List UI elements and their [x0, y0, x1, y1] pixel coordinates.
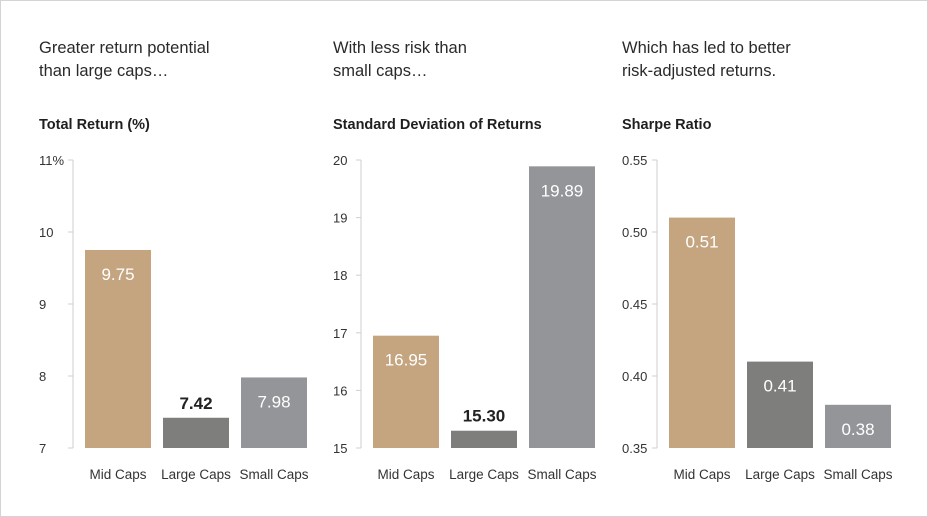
value-label-small-caps: 7.98 [257, 392, 290, 411]
value-label-mid-caps: 16.95 [385, 351, 428, 370]
y-tick-label: 0.35 [622, 441, 647, 456]
category-label-mid-caps: Mid Caps [89, 467, 146, 482]
y-tick-label: 11% [39, 153, 64, 168]
y-tick-label: 10 [39, 225, 53, 240]
chart-title: Standard Deviation of Returns [333, 117, 542, 133]
value-label-small-caps: 0.38 [841, 420, 874, 439]
standard-deviation-chart: 15 16 17 18 19 20 16.95 Mid Caps 15.30 Large Caps… [333, 153, 597, 482]
total-return-chart: 7 8 9 10 11% 9.75 Mid Caps 7.42 Large Caps 7.98 Sm… [39, 153, 309, 482]
sharpe-ratio-chart: 0.35 0.40 0.45 0.50 0.55 0.51 Mid Caps 0.41 Larg… [622, 153, 893, 482]
y-tick-label: 0.45 [622, 297, 647, 312]
panel-headline: Which has led to better risk-adjusted re… [622, 39, 791, 80]
bar-mid-caps [669, 217, 735, 448]
value-label-mid-caps: 0.51 [685, 233, 718, 252]
y-tick-label: 20 [333, 153, 347, 168]
y-tick-label: 16 [333, 383, 347, 398]
y-tick-label: 0.55 [622, 153, 647, 168]
y-tick-label: 0.40 [622, 369, 647, 384]
panel-headline: Greater return potential than large caps… [39, 39, 210, 80]
y-tick-label: 15 [333, 441, 347, 456]
category-label-small-caps: Small Caps [527, 467, 596, 482]
value-label-large-caps: 15.30 [463, 407, 506, 426]
bar-small-caps [825, 404, 891, 448]
y-tick-label: 17 [333, 326, 347, 341]
value-label-large-caps: 0.41 [763, 377, 796, 396]
y-tick-label: 0.50 [622, 225, 647, 240]
value-label-mid-caps: 9.75 [101, 265, 134, 284]
value-label-small-caps: 19.89 [541, 181, 584, 200]
value-label-large-caps: 7.42 [179, 394, 212, 413]
bar-small-caps [241, 377, 307, 448]
panel-headline: With less risk than small caps… [333, 39, 467, 80]
panel-sharpe-ratio: Which has led to better risk-adjusted re… [622, 1, 922, 516]
bar-mid-caps [85, 250, 151, 448]
bar-small-caps [529, 166, 595, 448]
y-tick-label: 9 [39, 297, 46, 312]
y-tick-label: 19 [333, 211, 347, 226]
bar-large-caps [163, 417, 229, 448]
panel-total-return: Greater return potential than large caps… [39, 1, 319, 516]
chart-title: Sharpe Ratio [622, 117, 712, 133]
y-tick-label: 7 [39, 441, 46, 456]
panel-standard-deviation: With less risk than small caps… Standard… [333, 1, 613, 516]
bar-mid-caps [373, 335, 439, 448]
category-label-small-caps: Small Caps [239, 467, 308, 482]
category-label-large-caps: Large Caps [161, 467, 231, 482]
bar-large-caps [747, 361, 813, 448]
bar-large-caps [451, 430, 517, 448]
category-label-small-caps: Small Caps [823, 467, 892, 482]
y-tick-label: 18 [333, 268, 347, 283]
category-label-large-caps: Large Caps [745, 467, 815, 482]
category-label-mid-caps: Mid Caps [377, 467, 434, 482]
chart-title: Total Return (%) [39, 117, 150, 133]
y-tick-label: 8 [39, 369, 46, 384]
category-label-large-caps: Large Caps [449, 467, 519, 482]
category-label-mid-caps: Mid Caps [673, 467, 730, 482]
